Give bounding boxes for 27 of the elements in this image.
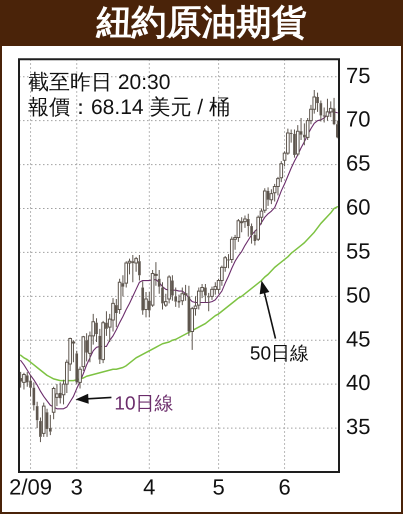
candlestick	[131, 254, 134, 283]
candlestick	[141, 280, 144, 316]
text: 50日線	[250, 344, 310, 365]
x-tick-label: 3	[70, 474, 83, 500]
candlestick	[293, 128, 296, 158]
x-tick-label: 5	[212, 474, 225, 500]
y-tick-label: 55	[346, 238, 370, 264]
y-tick-label: 65	[346, 150, 370, 176]
y-tick-label: 60	[346, 194, 370, 220]
candlestick	[180, 287, 184, 306]
annotation: 報價：68.14 美元 / 桶	[28, 96, 230, 120]
x-tick-label: 4	[143, 474, 156, 500]
candlestick	[144, 291, 148, 318]
y-tick-label: 50	[346, 282, 370, 308]
candlestick	[326, 98, 330, 122]
x-tick-label: 2/09	[9, 474, 52, 500]
chart-title: 紐約原油期貨	[96, 3, 306, 43]
candlestick	[46, 408, 48, 438]
annotation: 截至昨日 20:30	[28, 71, 170, 94]
y-tick-label: 40	[346, 370, 370, 396]
y-tick-label: 75	[346, 62, 370, 88]
x-tick-label: 6	[278, 474, 291, 500]
series-label: 10日線	[114, 393, 174, 414]
y-tick-label: 70	[346, 106, 370, 132]
y-tick-label: 45	[346, 326, 370, 352]
y-tick-label: 35	[346, 414, 370, 440]
candlestick	[138, 254, 141, 282]
